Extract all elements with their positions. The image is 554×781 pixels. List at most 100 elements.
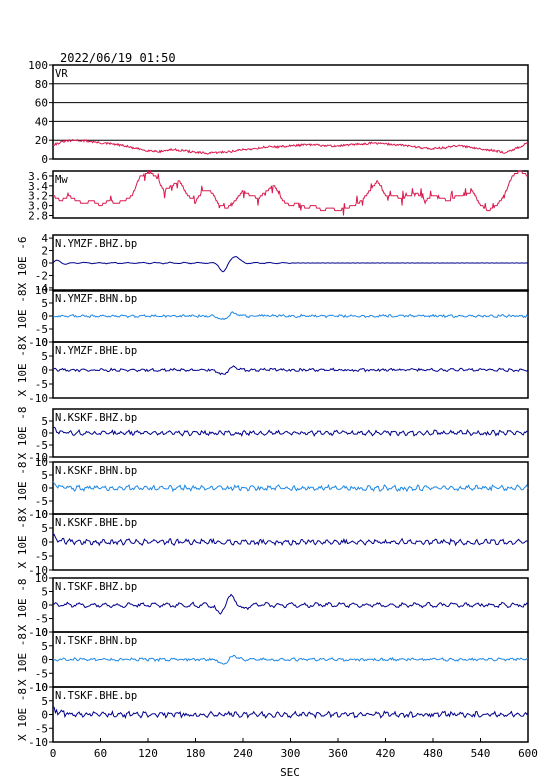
panel-label: VR <box>55 68 68 80</box>
panel-label: N.YMZF.BHZ.bp <box>55 238 137 250</box>
y-tick-label: -5 <box>35 613 48 626</box>
y-tick-label: -10 <box>28 736 48 749</box>
y-tick-label: 0 <box>41 654 48 667</box>
y-tick-label: 5 <box>41 415 48 428</box>
series-line <box>52 593 529 615</box>
y-tick-label: 2 <box>41 245 48 258</box>
y-tick-label: -10 <box>28 451 48 464</box>
x-tick-label: 600 <box>518 747 538 760</box>
y-tick-label: 10 <box>35 456 48 469</box>
panel-vr: 0 20 40 60 80 100 VR <box>28 59 529 166</box>
series-line <box>53 169 528 216</box>
panel-label: N.YMZF.BHE.bp <box>55 345 137 357</box>
y-tick-label: -10 <box>28 392 48 405</box>
panel-label: Mw <box>55 174 68 186</box>
y-tick-label: 10 <box>35 508 48 521</box>
y-tick-label: 5 <box>41 695 48 708</box>
x-tick-label: 120 <box>138 747 158 760</box>
y-tick-label: 0 <box>41 427 48 440</box>
series-line <box>52 426 529 437</box>
series-line <box>52 311 529 321</box>
y-tick-label: -5 <box>35 550 48 563</box>
y-tick-label: 10 <box>35 572 48 585</box>
series-line <box>52 706 529 720</box>
y-axis-label: X 10E -8 <box>16 579 29 632</box>
y-axis-label: X 10E -8 <box>16 290 29 343</box>
y-tick-label: 5 <box>41 522 48 535</box>
x-tick-label: 60 <box>94 747 107 760</box>
y-tick-label: -10 <box>28 564 48 577</box>
y-tick-label: -5 <box>35 378 48 391</box>
y-tick-label: -2 <box>35 269 48 282</box>
plot-frame <box>52 64 529 160</box>
y-tick-label: 5 <box>41 640 48 653</box>
x-tick-label: 360 <box>328 747 348 760</box>
panel-label: N.KSKF.BHN.bp <box>55 465 137 477</box>
y-tick-label: 5 <box>41 469 48 482</box>
y-tick-label: 40 <box>35 115 48 128</box>
y-axis-label: X 10E -8 <box>16 688 29 741</box>
panel-label: N.KSKF.BHE.bp <box>55 517 137 529</box>
y-tick-label: 3.4 <box>28 180 48 193</box>
y-tick-label: -5 <box>35 323 48 336</box>
y-tick-label: 10 <box>35 681 48 694</box>
x-axis: 0 60 120 180 240 300 360 420 480 540 600 <box>50 738 538 760</box>
y-tick-label: 0 <box>41 599 48 612</box>
series-line <box>52 365 529 376</box>
y-tick-label: 3.6 <box>28 170 48 183</box>
y-tick-label: 0 <box>41 310 48 323</box>
y-axis-label: X 10E -8 <box>16 407 29 460</box>
y-tick-label: 5 <box>41 297 48 310</box>
y-axis-label: X 10E -8 <box>16 516 29 569</box>
y-tick-label: -10 <box>28 626 48 639</box>
plot-frame <box>52 170 529 219</box>
y-tick-label: -4 <box>35 282 49 295</box>
series-line <box>52 255 529 273</box>
y-tick-label: -5 <box>35 667 48 680</box>
y-tick-label: 5 <box>41 350 48 363</box>
y-axis-label: X 10E -8 <box>16 462 29 515</box>
y-tick-label: 100 <box>28 59 48 72</box>
y-tick-label: 3.2 <box>28 190 48 203</box>
y-tick-label: 0 <box>41 536 48 549</box>
y-axis-label: X 10E -8 <box>16 344 29 397</box>
y-axis-label: X 10E -6 <box>16 237 29 290</box>
panel-label: N.YMZF.BHN.bp <box>55 293 137 305</box>
y-tick-label: 60 <box>35 97 48 110</box>
series-line <box>52 480 529 493</box>
y-tick-label: 80 <box>35 78 48 91</box>
series-line <box>52 533 529 547</box>
y-tick-label: -10 <box>28 681 48 694</box>
y-tick-label: -5 <box>35 495 48 508</box>
x-tick-label: 0 <box>50 747 57 760</box>
y-tick-label: 10 <box>35 284 48 297</box>
y-tick-label: 0 <box>41 364 48 377</box>
x-tick-label: 240 <box>233 747 253 760</box>
x-tick-label: 180 <box>186 747 206 760</box>
y-tick-label: -10 <box>28 508 48 521</box>
y-tick-label: 0 <box>41 257 48 270</box>
y-tick-label: 0 <box>41 153 48 166</box>
y-tick-label: 4 <box>41 232 48 245</box>
y-tick-label: 3.0 <box>28 200 48 213</box>
y-tick-label: -5 <box>35 722 48 735</box>
y-axis-label: X 10E -8 <box>16 633 29 686</box>
y-tick-label: 20 <box>35 134 48 147</box>
panel-n-kskf-bhz-bp: -10-505 X 10E -8 N.KSKF.BHZ.bp <box>16 407 529 464</box>
series-line <box>52 655 529 665</box>
y-tick-label: 10 <box>35 626 48 639</box>
panel-label: N.TSKF.BHZ.bp <box>55 581 137 593</box>
x-tick-label: 300 <box>281 747 301 760</box>
panel-label: N.TSKF.BHE.bp <box>55 690 137 702</box>
y-tick-label: 2.8 <box>28 210 48 223</box>
y-tick-label: -10 <box>28 336 48 349</box>
panel-label: N.TSKF.BHN.bp <box>55 635 137 647</box>
